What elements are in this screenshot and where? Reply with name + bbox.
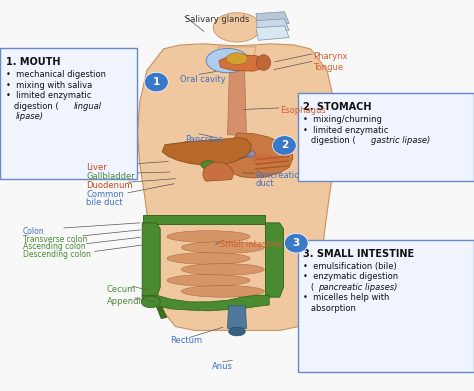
Text: Oral cavity: Oral cavity: [180, 75, 226, 84]
Text: Stomach: Stomach: [251, 154, 288, 163]
Polygon shape: [142, 223, 160, 297]
Polygon shape: [178, 142, 256, 157]
Text: Esophagus: Esophagus: [280, 106, 326, 115]
Polygon shape: [225, 133, 293, 178]
Circle shape: [145, 72, 168, 92]
Text: Colon: Colon: [23, 227, 45, 236]
Text: gastric lipase): gastric lipase): [371, 136, 430, 145]
FancyBboxPatch shape: [0, 48, 137, 179]
Ellipse shape: [141, 296, 160, 308]
Text: 2. STOMACH: 2. STOMACH: [303, 102, 372, 113]
Polygon shape: [265, 223, 283, 297]
Ellipse shape: [213, 13, 261, 42]
Ellipse shape: [201, 161, 216, 169]
Text: (: (: [303, 283, 314, 292]
Text: Ascending colon: Ascending colon: [23, 242, 85, 251]
Polygon shape: [143, 215, 265, 224]
Ellipse shape: [206, 48, 249, 73]
Text: •  limited enzymatic: • limited enzymatic: [303, 126, 389, 135]
Text: •  micelles help with: • micelles help with: [303, 293, 390, 302]
Text: 1. MOUTH: 1. MOUTH: [6, 57, 60, 68]
Ellipse shape: [227, 53, 247, 65]
Ellipse shape: [181, 264, 264, 275]
Polygon shape: [256, 12, 289, 26]
Text: 2: 2: [281, 140, 288, 151]
Ellipse shape: [167, 253, 250, 264]
Polygon shape: [203, 162, 233, 181]
Text: •  mixing with saliva: • mixing with saliva: [6, 81, 92, 90]
FancyBboxPatch shape: [298, 93, 474, 181]
Polygon shape: [256, 26, 289, 40]
Text: absorption: absorption: [303, 304, 356, 313]
Text: Cecum: Cecum: [107, 285, 136, 294]
Polygon shape: [137, 44, 337, 330]
Text: Common: Common: [86, 190, 124, 199]
Text: 3. SMALL INTESTINE: 3. SMALL INTESTINE: [303, 249, 414, 259]
Ellipse shape: [181, 242, 264, 253]
Text: lingual: lingual: [73, 102, 102, 111]
Text: Pancreatic: Pancreatic: [255, 171, 299, 180]
Text: Salivary glands: Salivary glands: [185, 15, 249, 24]
Text: Pharynx: Pharynx: [313, 52, 347, 61]
Text: Descending colon: Descending colon: [23, 250, 91, 259]
Text: Rectum: Rectum: [170, 336, 202, 345]
Text: Tongue: Tongue: [313, 63, 343, 72]
Polygon shape: [162, 138, 251, 165]
Text: •  mechanical digestion: • mechanical digestion: [6, 70, 106, 79]
Text: digestion (: digestion (: [303, 136, 356, 145]
Ellipse shape: [256, 55, 271, 70]
Text: Pancreas: Pancreas: [185, 135, 223, 144]
Text: digestion (: digestion (: [6, 102, 58, 111]
Polygon shape: [228, 70, 246, 135]
Text: Gallbladder: Gallbladder: [86, 172, 135, 181]
Ellipse shape: [228, 327, 246, 336]
Text: Anus: Anus: [212, 362, 233, 371]
Text: •  emulsification (bile): • emulsification (bile): [303, 262, 397, 271]
Text: bile duct: bile duct: [86, 198, 123, 207]
FancyBboxPatch shape: [298, 240, 474, 372]
Text: 1: 1: [153, 77, 160, 87]
Text: Liver: Liver: [86, 163, 107, 172]
Ellipse shape: [167, 274, 250, 286]
Text: 3: 3: [292, 238, 300, 248]
Polygon shape: [219, 55, 268, 71]
Text: •  enzymatic digestion: • enzymatic digestion: [303, 272, 399, 281]
Polygon shape: [156, 307, 167, 319]
Text: pancreatic lipases): pancreatic lipases): [318, 283, 397, 292]
Text: Small intestine: Small intestine: [220, 240, 283, 249]
Text: Duodenum: Duodenum: [86, 181, 133, 190]
Polygon shape: [218, 47, 256, 57]
Ellipse shape: [167, 231, 250, 242]
Polygon shape: [228, 306, 246, 328]
Text: •  limited enzymatic: • limited enzymatic: [6, 91, 91, 100]
Polygon shape: [142, 295, 269, 311]
Text: duct: duct: [255, 179, 273, 188]
Ellipse shape: [181, 285, 264, 297]
Circle shape: [284, 233, 308, 253]
Text: Transverse colon: Transverse colon: [23, 235, 87, 244]
Polygon shape: [256, 19, 289, 33]
Text: •  mixing/churning: • mixing/churning: [303, 115, 382, 124]
Circle shape: [273, 136, 296, 155]
Text: lipase): lipase): [16, 112, 44, 121]
Text: Appendix: Appendix: [107, 297, 146, 306]
